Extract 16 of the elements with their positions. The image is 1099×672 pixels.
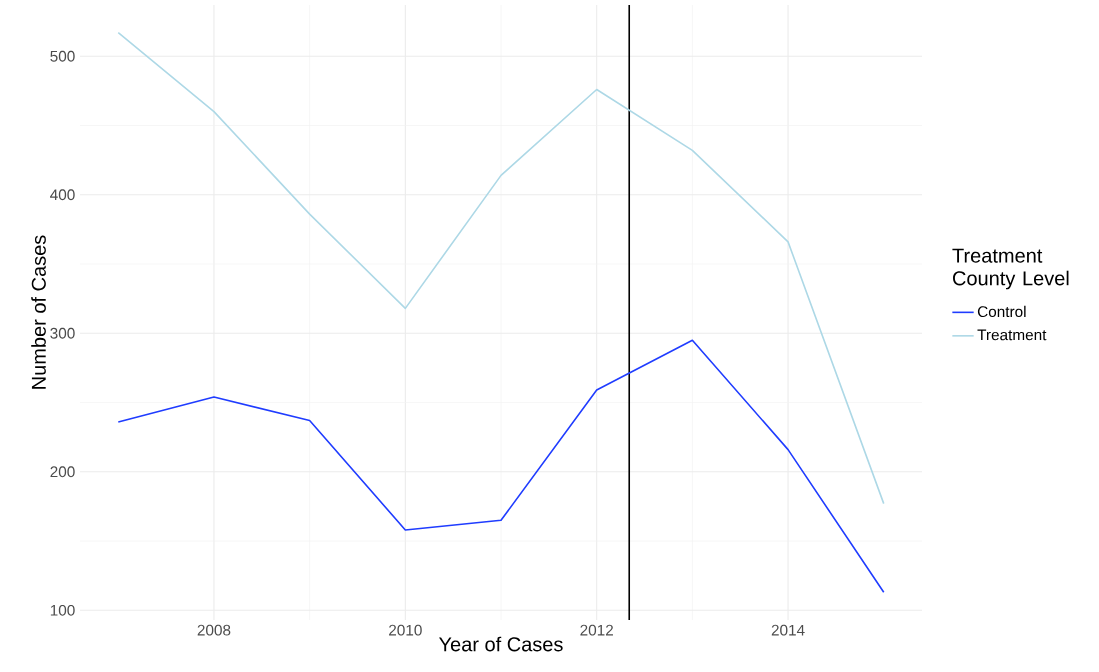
y-tick-label: 100: [50, 604, 75, 616]
x-tick-label: 2012: [580, 624, 613, 636]
y-tick-label: 200: [50, 466, 75, 478]
x-tick-label: 2010: [389, 624, 422, 636]
legend-title: Treatment County Level: [952, 248, 1069, 290]
y-tick-label: 400: [50, 189, 75, 201]
y-axis-title: Number of Cases: [31, 235, 46, 389]
line-series: [117, 31, 885, 505]
line-series: [117, 339, 885, 594]
legend-label: Control: [977, 305, 1026, 318]
y-tick-label: 300: [50, 327, 75, 339]
x-axis-title: Year of Cases: [439, 636, 563, 652]
x-tick-label: 2008: [197, 624, 231, 636]
x-tick-label: 2014: [771, 624, 805, 636]
y-tick-label: 500: [50, 50, 75, 62]
legend-label: Treatment: [977, 329, 1047, 341]
